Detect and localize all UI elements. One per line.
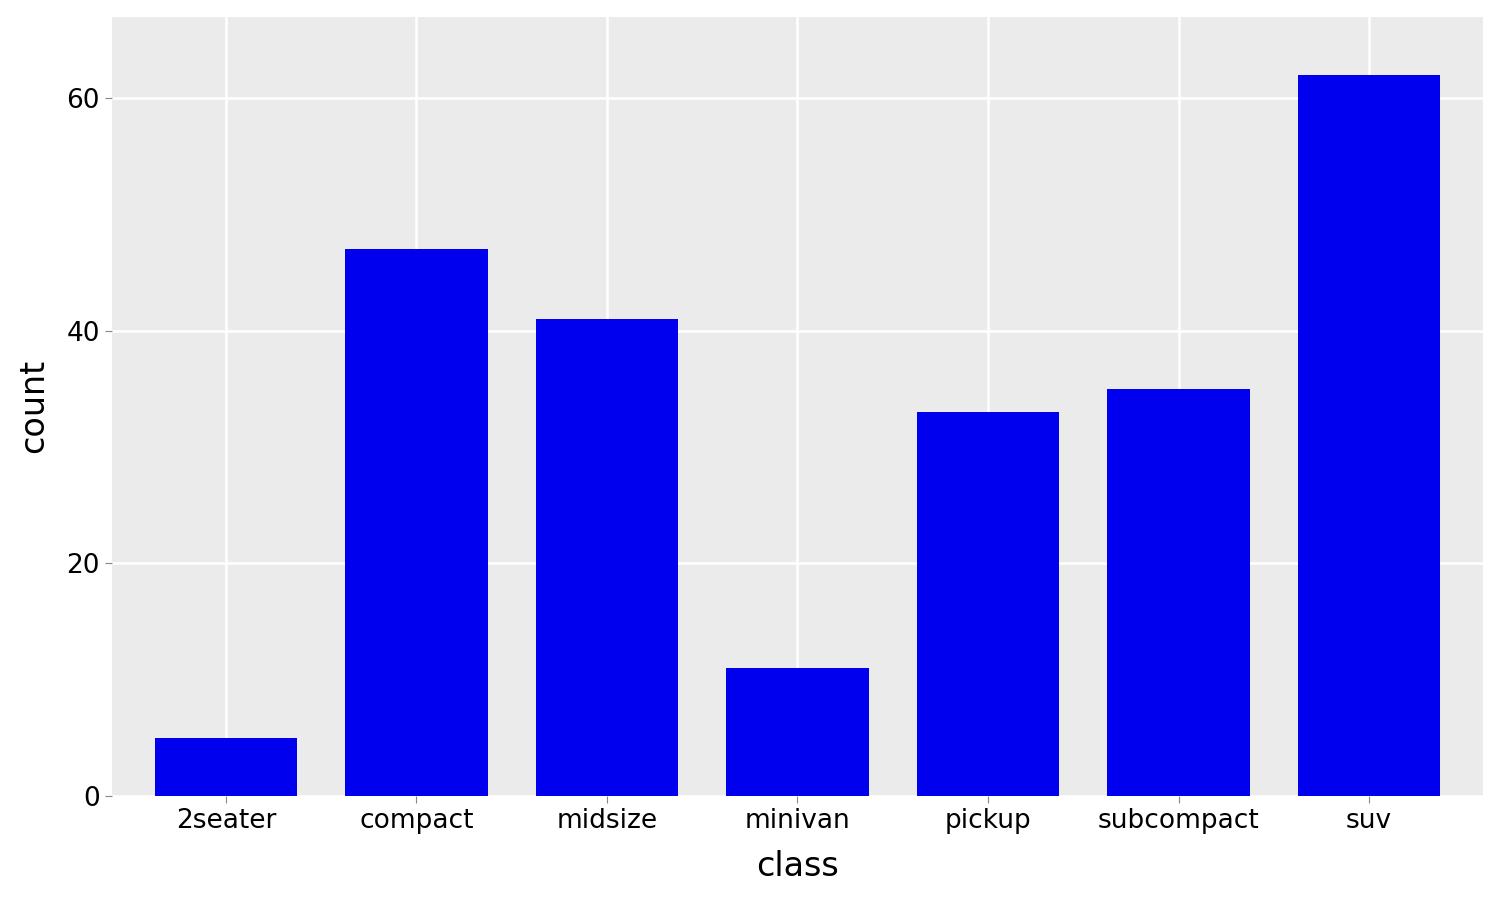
Y-axis label: count: count	[16, 359, 50, 454]
Bar	[536, 319, 678, 796]
X-axis label: class: class	[756, 850, 839, 883]
Bar	[1298, 75, 1440, 796]
Bar	[345, 249, 488, 796]
Bar	[1107, 389, 1250, 796]
Bar	[726, 668, 868, 796]
Bar	[916, 412, 1059, 796]
Bar	[154, 738, 297, 796]
